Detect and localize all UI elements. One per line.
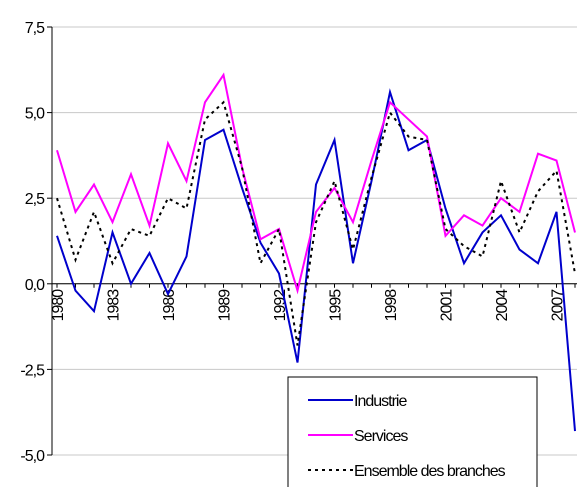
x-tick-label: 2007 — [550, 289, 567, 322]
y-tick-label: 7,5 — [25, 20, 45, 37]
x-tick-label: 2004 — [494, 289, 511, 322]
series-line — [56, 100, 576, 346]
x-tick-label: 1980 — [50, 289, 67, 322]
x-tick-label: 1989 — [217, 289, 234, 322]
y-tick-label: -2,5 — [20, 362, 45, 379]
x-tick-label: 1995 — [328, 289, 345, 322]
y-tick-label: 5,0 — [25, 106, 45, 123]
x-tick-label: 1998 — [383, 289, 400, 322]
y-tick-label: 0,0 — [25, 277, 45, 294]
legend-label: Ensemble des branches — [354, 463, 506, 480]
y-tick-label: -5,0 — [20, 448, 45, 465]
x-tick-label: 1986 — [161, 289, 178, 322]
x-tick-label: 2001 — [439, 289, 456, 322]
series-line — [56, 72, 576, 295]
x-tick-label: 1983 — [106, 289, 123, 322]
legend-box — [287, 376, 538, 487]
y-tick-label: 2,5 — [25, 191, 45, 208]
series-line — [56, 88, 576, 432]
legend-label: Services — [354, 428, 408, 445]
legend-label: Industrie — [354, 393, 407, 410]
